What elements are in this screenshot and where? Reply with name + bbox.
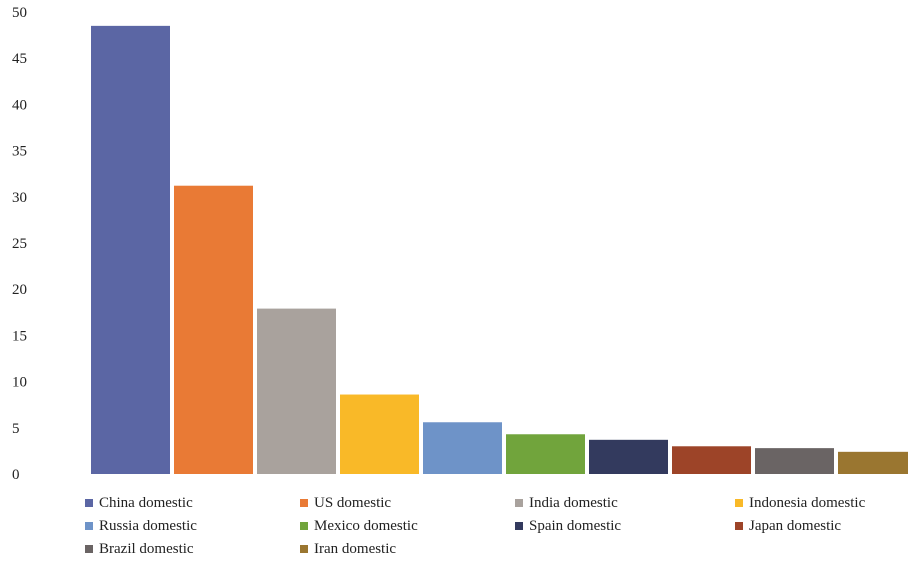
y-tick-label: 50 [12,5,27,21]
y-tick-label: 40 [12,97,27,113]
bars [91,25,908,475]
bar [340,394,419,474]
bar [672,446,751,474]
legend-swatch [735,499,743,507]
y-tick-label: 45 [12,51,27,67]
bar-chart: 0 5 10 15 20 25 30 35 40 45 50 [12,5,908,480]
bar [838,451,908,474]
legend-item: Iran domestic [300,538,396,560]
legend-label: India domestic [529,494,618,511]
legend-item: China domestic [85,492,193,514]
legend-swatch [300,499,308,507]
bar [423,422,502,474]
y-tick-label: 15 [12,328,27,344]
bar [506,434,585,474]
legend: China domestic US domestic India domestic I… [0,490,908,565]
legend-swatch [515,499,523,507]
bar [174,185,253,474]
bar [91,25,170,475]
legend-label: US domestic [314,494,392,511]
legend-label: Mexico domestic [314,517,418,534]
bar [257,308,336,474]
legend-item: Mexico domestic [300,515,418,537]
y-axis: 0 5 10 15 20 25 30 35 40 45 50 [12,5,27,480]
legend-item: Russia domestic [85,515,197,537]
legend-item: Spain domestic [515,515,621,537]
y-tick-label: 25 [12,236,27,252]
legend-swatch [515,522,523,530]
bar [589,439,668,474]
legend-item: US domestic [300,492,391,514]
legend-swatch [300,545,308,553]
legend-label: Indonesia domestic [749,494,866,511]
legend-item: Japan domestic [735,515,841,537]
legend-item: Indonesia domestic [735,492,865,514]
legend-label: Brazil domestic [99,540,194,557]
legend-label: Russia domestic [99,517,197,534]
legend-label: Spain domestic [529,517,622,534]
y-tick-label: 35 [12,144,27,160]
legend-label: China domestic [99,494,193,511]
legend-swatch [735,522,743,530]
y-tick-label: 10 [12,375,27,391]
legend-swatch [300,522,308,530]
bar [755,448,834,474]
legend-label: Iran domestic [314,540,397,557]
legend-swatch [85,522,93,530]
y-tick-label: 30 [12,190,27,206]
legend-item: Brazil domestic [85,538,194,560]
legend-swatch [85,499,93,507]
legend-label: Japan domestic [749,517,842,534]
legend-item: India domestic [515,492,618,514]
legend-swatch [85,545,93,553]
y-tick-label: 5 [12,421,20,437]
y-tick-label: 20 [12,282,27,298]
y-tick-label: 0 [12,467,20,480]
